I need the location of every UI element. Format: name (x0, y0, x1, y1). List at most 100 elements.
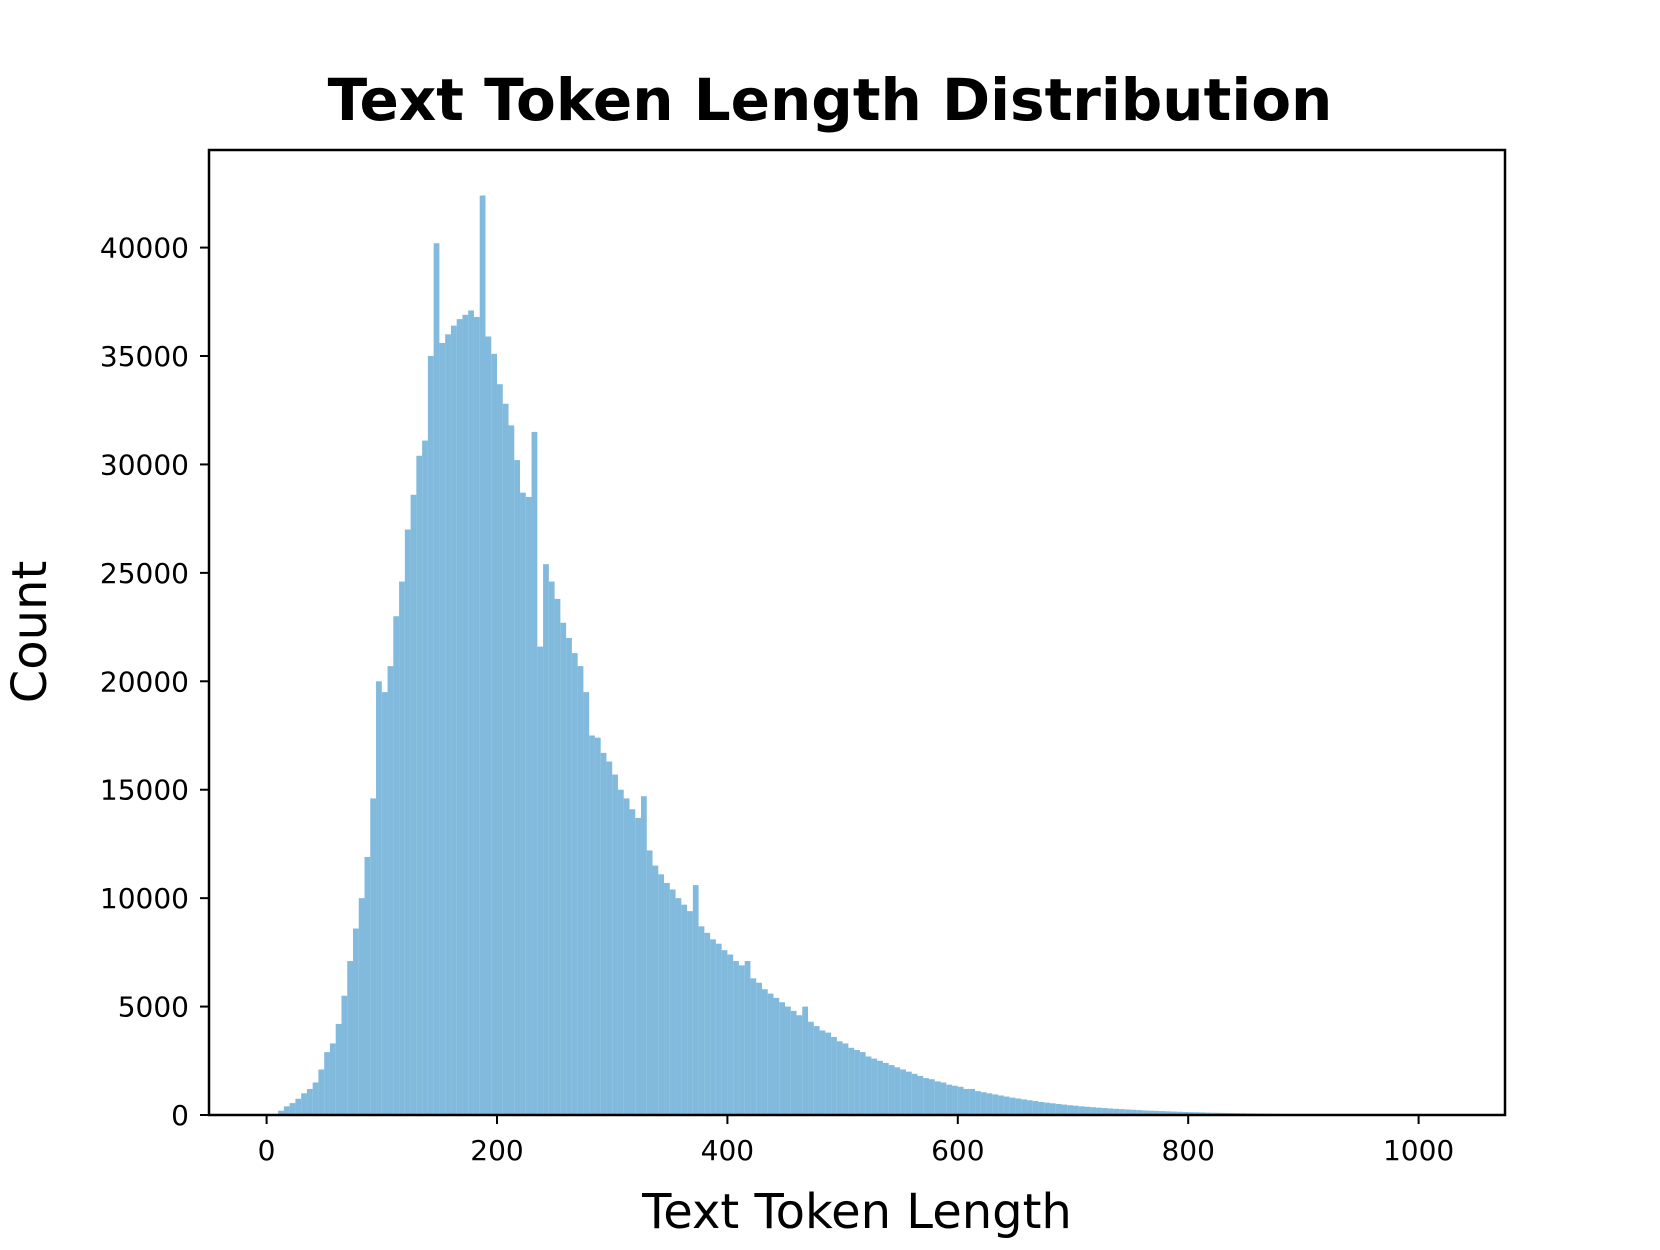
histogram-bar (393, 616, 399, 1115)
histogram-bar (336, 1024, 342, 1115)
histogram-bar (405, 529, 411, 1115)
histogram-bar (941, 1082, 947, 1115)
histogram-bar (589, 736, 595, 1115)
histogram-bar (1010, 1098, 1016, 1115)
y-tick-label: 20000 (100, 665, 189, 698)
histogram-bar (704, 933, 710, 1115)
histogram-bar (583, 692, 589, 1115)
histogram-bar (555, 599, 561, 1115)
histogram-bar (457, 319, 463, 1115)
histogram-bar (923, 1078, 929, 1115)
histogram-bar (987, 1093, 993, 1115)
histogram-bar (284, 1106, 290, 1115)
histogram-bar (514, 460, 520, 1115)
histogram-bar (474, 317, 480, 1115)
y-tick-label: 0 (171, 1099, 189, 1132)
histogram-bar (762, 989, 768, 1115)
histogram-bar (509, 425, 515, 1115)
histogram-bar (434, 243, 440, 1115)
histogram-bar (676, 898, 682, 1115)
histogram-bar (324, 1052, 330, 1115)
histogram-bar (969, 1089, 975, 1115)
histogram-bar (975, 1091, 981, 1115)
histogram-bar (768, 994, 774, 1115)
histogram-bar (399, 582, 405, 1115)
histogram-bar (952, 1086, 958, 1115)
histogram-bar (699, 926, 705, 1115)
histogram-bar (946, 1085, 952, 1115)
histogram-bar (428, 356, 434, 1115)
histogram-bar (1021, 1099, 1027, 1115)
histogram-bar (566, 638, 572, 1115)
histogram-bar (1027, 1100, 1033, 1115)
histogram-bar (664, 883, 670, 1115)
histogram-bar (710, 939, 716, 1115)
histogram-bar (295, 1099, 301, 1115)
histogram-bar (618, 790, 624, 1115)
x-tick-label: 800 (1161, 1134, 1214, 1167)
histogram-bar (560, 623, 566, 1115)
histogram-bar (330, 1043, 336, 1115)
x-tick-label: 200 (470, 1134, 523, 1167)
histogram-bar (860, 1052, 866, 1115)
histogram-bar (1044, 1103, 1050, 1115)
histogram-bar (301, 1093, 307, 1115)
chart-title: Text Token Length Distribution (0, 66, 1660, 134)
histogram-bar (1056, 1104, 1062, 1115)
histogram-bar (889, 1065, 895, 1115)
histogram-bar (635, 818, 641, 1115)
histogram-bar (624, 798, 630, 1115)
histogram-bar (290, 1103, 296, 1115)
histogram-bar (883, 1063, 889, 1115)
histogram-bar (785, 1007, 791, 1115)
histogram-bar (866, 1056, 872, 1115)
histogram-bar (848, 1048, 854, 1115)
histogram-bar (1079, 1106, 1085, 1115)
y-tick-label: 15000 (100, 774, 189, 807)
histogram-bar (797, 1015, 803, 1115)
histogram-bar (503, 404, 509, 1115)
bars-layer (278, 196, 1413, 1115)
histogram-bar (647, 850, 653, 1115)
histogram-bar (370, 798, 376, 1115)
histogram-bar (756, 983, 762, 1115)
histogram-bar (376, 681, 382, 1115)
histogram-bar (445, 334, 451, 1115)
histogram-bar (1050, 1103, 1056, 1115)
histogram-bar (520, 493, 526, 1115)
histogram-bar (537, 647, 543, 1115)
histogram-bar (1015, 1099, 1021, 1115)
histogram-bar (716, 944, 722, 1115)
histogram-bar (670, 889, 676, 1115)
histogram-bar (341, 996, 347, 1115)
histogram-bar (733, 961, 739, 1115)
histogram-bar (1073, 1106, 1079, 1115)
histogram-bar (843, 1043, 849, 1115)
histogram-bar (779, 1002, 785, 1115)
histogram-bar (485, 336, 491, 1115)
histogram-bar (992, 1094, 998, 1115)
histogram-bar (365, 857, 371, 1115)
y-tick-label: 40000 (100, 232, 189, 265)
histogram-bar (629, 809, 635, 1115)
histogram-bar (964, 1089, 970, 1115)
histogram-bar (578, 666, 584, 1115)
histogram-bar (877, 1061, 883, 1115)
x-tick-label: 0 (258, 1134, 276, 1167)
histogram-bar (929, 1079, 935, 1115)
x-axis-label: Text Token Length (641, 1184, 1072, 1240)
histogram-bar (727, 955, 733, 1115)
histogram-bar (491, 354, 497, 1115)
histogram-bar (601, 753, 607, 1115)
histogram-bar (935, 1081, 941, 1115)
histogram-bar (854, 1050, 860, 1115)
histogram-bar (532, 432, 538, 1115)
histogram-bar (526, 497, 532, 1115)
histogram-bar (837, 1041, 843, 1115)
histogram-bar (687, 911, 693, 1115)
histogram-bar (347, 961, 353, 1115)
histogram-bar (820, 1030, 826, 1115)
y-tick-label: 25000 (100, 557, 189, 590)
